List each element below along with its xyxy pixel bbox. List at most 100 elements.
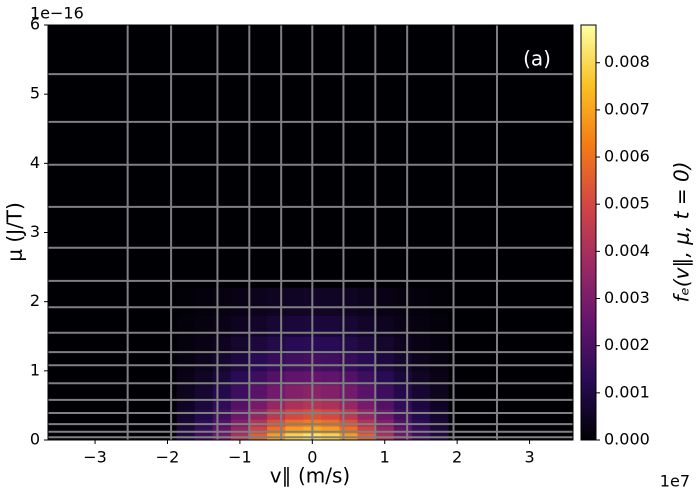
colorbar-tick-label: 0.004 — [604, 241, 650, 260]
heat-cell — [248, 336, 268, 355]
heat-cell — [375, 384, 395, 399]
x-tick-label: 3 — [524, 448, 534, 467]
heat-cell — [230, 353, 250, 372]
heat-cell — [357, 353, 377, 372]
heat-cell — [357, 287, 377, 316]
heat-cell — [375, 315, 395, 337]
heat-cell — [393, 426, 413, 434]
colorbar-tick-label: 0.008 — [604, 52, 650, 71]
colorbar-tick-label: 0.006 — [604, 147, 650, 166]
x-tick-label: 1 — [380, 448, 390, 467]
heat-cell — [357, 336, 377, 355]
heat-cell — [339, 408, 359, 420]
heat-cell — [230, 336, 250, 355]
y-tick-label: 3 — [30, 222, 40, 241]
colorbar-label: fₑ(v∥, μ, t = 0) — [670, 161, 694, 302]
heat-cell — [248, 426, 268, 434]
heat-cell — [321, 353, 340, 372]
heat-cell — [248, 287, 268, 316]
heat-cell — [267, 353, 286, 372]
heat-cell — [411, 398, 431, 410]
heat-cell — [321, 419, 340, 427]
heat-cell — [248, 419, 268, 427]
heat-cell — [248, 315, 268, 337]
heat-cell — [176, 315, 196, 337]
heat-cell — [212, 353, 232, 372]
colorbar-tick-label: 0.003 — [604, 288, 650, 307]
heat-cell — [176, 419, 196, 427]
heat-cell — [357, 398, 377, 410]
heat-cell — [357, 384, 377, 399]
heat-cell — [393, 419, 413, 427]
heat-cell — [267, 398, 286, 410]
heat-cell — [285, 336, 304, 355]
heat-cell — [285, 398, 304, 410]
heat-cell — [393, 384, 413, 399]
heat-cell — [176, 353, 196, 372]
heat-cell — [429, 398, 449, 410]
x-offset-label: 1e7 — [660, 472, 690, 491]
heat-cell — [411, 419, 431, 427]
heat-cell — [194, 384, 214, 399]
heat-cell — [194, 353, 214, 372]
heat-cell — [411, 370, 431, 386]
heat-cell — [429, 419, 449, 427]
annotation: (a) — [523, 47, 551, 71]
heat-cell — [194, 370, 214, 386]
heat-cell — [393, 408, 413, 420]
heat-cell — [248, 384, 268, 399]
heat-cell — [339, 426, 359, 434]
heat-cell — [411, 384, 431, 399]
heat-cell — [429, 408, 449, 420]
heat-cell — [429, 287, 449, 316]
heat-cell — [375, 408, 395, 420]
heat-cell — [321, 370, 340, 386]
y-axis-label: μ (J/T) — [3, 202, 27, 262]
y-offset-label: 1e−16 — [30, 4, 84, 23]
heat-cell — [267, 419, 286, 427]
heat-cell — [357, 370, 377, 386]
heat-cell — [375, 336, 395, 355]
heat-cell — [285, 426, 304, 434]
heat-cell — [267, 287, 286, 316]
colorbar-tick-label: 0.005 — [604, 194, 650, 213]
heat-cell — [375, 426, 395, 434]
heat-cell — [357, 426, 377, 434]
heat-cell — [212, 426, 232, 434]
heat-cell — [230, 287, 250, 316]
heat-cell — [411, 336, 431, 355]
heat-cell — [230, 384, 250, 399]
heat-cell — [230, 398, 250, 410]
heat-cell — [321, 408, 340, 420]
heat-cell — [321, 384, 340, 399]
heat-cell — [230, 426, 250, 434]
heat-cell — [285, 384, 304, 399]
heat-cell — [339, 353, 359, 372]
colorbar-tick-label: 0.000 — [604, 430, 650, 449]
heat-cell — [176, 336, 196, 355]
heat-cell — [285, 353, 304, 372]
heat-cell — [194, 315, 214, 337]
heat-cell — [321, 336, 340, 355]
heat-cell — [357, 408, 377, 420]
x-tick-label: 2 — [452, 448, 462, 467]
x-tick-label: −3 — [83, 448, 107, 467]
heat-cell — [429, 336, 449, 355]
heat-cell — [321, 426, 340, 434]
heat-cell — [339, 287, 359, 316]
heat-cell — [393, 353, 413, 372]
heat-cell — [176, 287, 196, 316]
heat-cell — [194, 336, 214, 355]
y-tick-label: 5 — [30, 84, 40, 103]
colorbar — [580, 24, 597, 441]
heat-cell — [339, 384, 359, 399]
x-tick-label: 0 — [307, 448, 317, 467]
heat-cell — [267, 426, 286, 434]
heat-cell — [285, 287, 304, 316]
heat-cell — [339, 419, 359, 427]
x-tick-label: −1 — [228, 448, 252, 467]
heat-cell — [411, 353, 431, 372]
heat-cell — [357, 315, 377, 337]
heat-cell — [194, 408, 214, 420]
heat-cell — [267, 408, 286, 420]
